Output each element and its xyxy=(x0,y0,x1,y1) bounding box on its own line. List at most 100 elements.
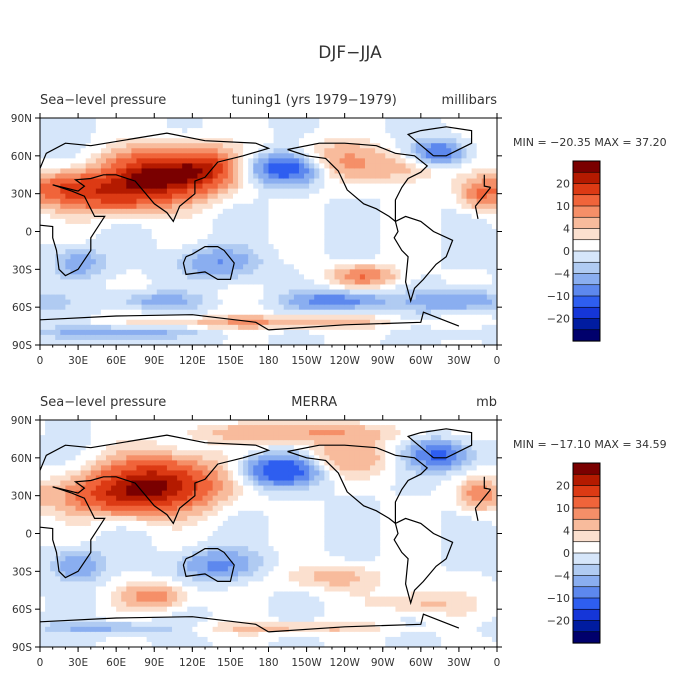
field-cell xyxy=(60,138,66,144)
field-cell xyxy=(182,339,188,345)
field-cell xyxy=(80,279,87,286)
field-cell xyxy=(121,118,127,124)
field-cell xyxy=(466,254,473,260)
field-cell xyxy=(100,163,107,170)
field-cell xyxy=(466,153,473,159)
field-cell xyxy=(70,495,77,502)
field-cell xyxy=(385,138,391,144)
field-cell xyxy=(161,213,168,220)
field-cell xyxy=(227,234,234,240)
field-cell xyxy=(90,133,97,139)
field-cell xyxy=(100,591,107,598)
field-cell xyxy=(375,153,381,159)
field-cell xyxy=(65,294,72,301)
field-cell xyxy=(405,249,412,255)
field-cell xyxy=(415,148,422,154)
field-cell xyxy=(420,148,427,154)
field-cell xyxy=(70,279,77,286)
field-cell xyxy=(298,163,305,170)
field-cell xyxy=(481,329,488,336)
field-cell xyxy=(40,143,46,149)
field-cell xyxy=(187,304,193,311)
field-cell xyxy=(136,234,143,240)
field-cell xyxy=(283,339,290,345)
field-cell xyxy=(197,118,204,124)
field-cell xyxy=(80,173,87,180)
field-cell xyxy=(75,541,82,547)
field-cell xyxy=(212,339,219,345)
field-cell xyxy=(60,223,66,230)
field-cell xyxy=(166,228,173,235)
field-cell xyxy=(65,480,72,487)
field-cell xyxy=(456,143,463,149)
field-cell xyxy=(106,541,112,547)
field-cell xyxy=(126,430,132,436)
field-cell xyxy=(116,183,122,190)
field-cell xyxy=(456,269,463,275)
field-cell xyxy=(111,118,117,124)
field-cell xyxy=(85,430,92,436)
field-cell xyxy=(45,193,51,200)
field-cell xyxy=(65,470,72,477)
field-cell xyxy=(131,309,138,316)
field-cell xyxy=(375,213,381,220)
field-cell xyxy=(161,254,168,260)
field-cell xyxy=(405,284,412,291)
field-cell xyxy=(161,334,168,341)
field-cell xyxy=(395,198,402,205)
field-cell xyxy=(273,173,280,180)
field-cell xyxy=(395,188,402,195)
field-cell xyxy=(319,339,325,345)
field-cell xyxy=(40,551,46,557)
field-cell xyxy=(400,173,407,180)
field-cell xyxy=(106,606,112,613)
field-cell xyxy=(50,213,56,220)
field-cell xyxy=(55,324,61,331)
field-cell xyxy=(70,239,77,245)
field-cell xyxy=(60,294,66,301)
field-cell xyxy=(354,178,361,185)
field-cell xyxy=(430,173,437,180)
field-cell xyxy=(309,178,315,185)
field-cell xyxy=(273,188,280,195)
field-cell xyxy=(481,143,488,149)
field-cell xyxy=(441,289,447,296)
field-cell xyxy=(420,319,427,326)
field-cell xyxy=(248,203,254,210)
field-cell xyxy=(461,244,468,250)
field-cell xyxy=(50,581,56,588)
field-cell xyxy=(227,173,234,180)
field-cell xyxy=(212,299,219,306)
field-cell xyxy=(202,314,209,321)
field-cell xyxy=(243,188,249,195)
field-cell xyxy=(238,143,244,149)
field-cell xyxy=(111,455,117,461)
field-cell xyxy=(344,223,351,230)
field-cell xyxy=(50,435,56,441)
field-cell xyxy=(243,279,249,286)
field-cell xyxy=(481,118,488,124)
field-cell xyxy=(50,118,56,124)
field-cell xyxy=(55,249,61,255)
field-cell xyxy=(339,304,346,311)
field-cell xyxy=(415,203,422,210)
field-cell xyxy=(370,153,376,159)
field-cell xyxy=(273,319,280,326)
field-cell xyxy=(283,289,290,296)
field-cell xyxy=(182,334,188,341)
field-cell xyxy=(55,234,61,240)
field-cell xyxy=(116,525,122,532)
field-cell xyxy=(60,274,66,281)
field-cell xyxy=(441,118,447,124)
field-cell xyxy=(354,123,361,129)
field-cell xyxy=(131,294,138,301)
field-cell xyxy=(75,465,82,472)
field-cell xyxy=(121,641,127,647)
field-cell xyxy=(100,118,107,124)
field-cell xyxy=(106,430,112,436)
field-cell xyxy=(481,148,488,154)
field-cell xyxy=(471,228,478,235)
field-cell xyxy=(298,218,305,225)
field-cell xyxy=(55,626,61,633)
